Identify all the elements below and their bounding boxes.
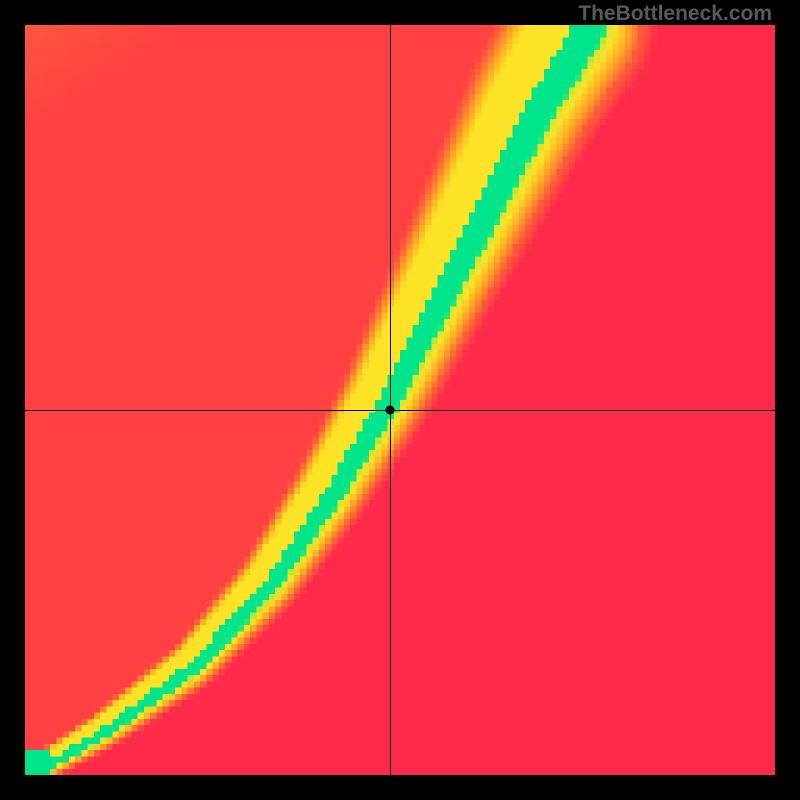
- crosshair-horizontal: [25, 410, 775, 411]
- watermark-text: TheBottleneck.com: [578, 2, 772, 26]
- data-point-marker: [386, 405, 395, 414]
- heatmap-canvas: [25, 25, 775, 775]
- crosshair-vertical: [390, 25, 391, 775]
- heatmap-plot: [25, 25, 775, 775]
- chart-frame: TheBottleneck.com: [0, 0, 800, 800]
